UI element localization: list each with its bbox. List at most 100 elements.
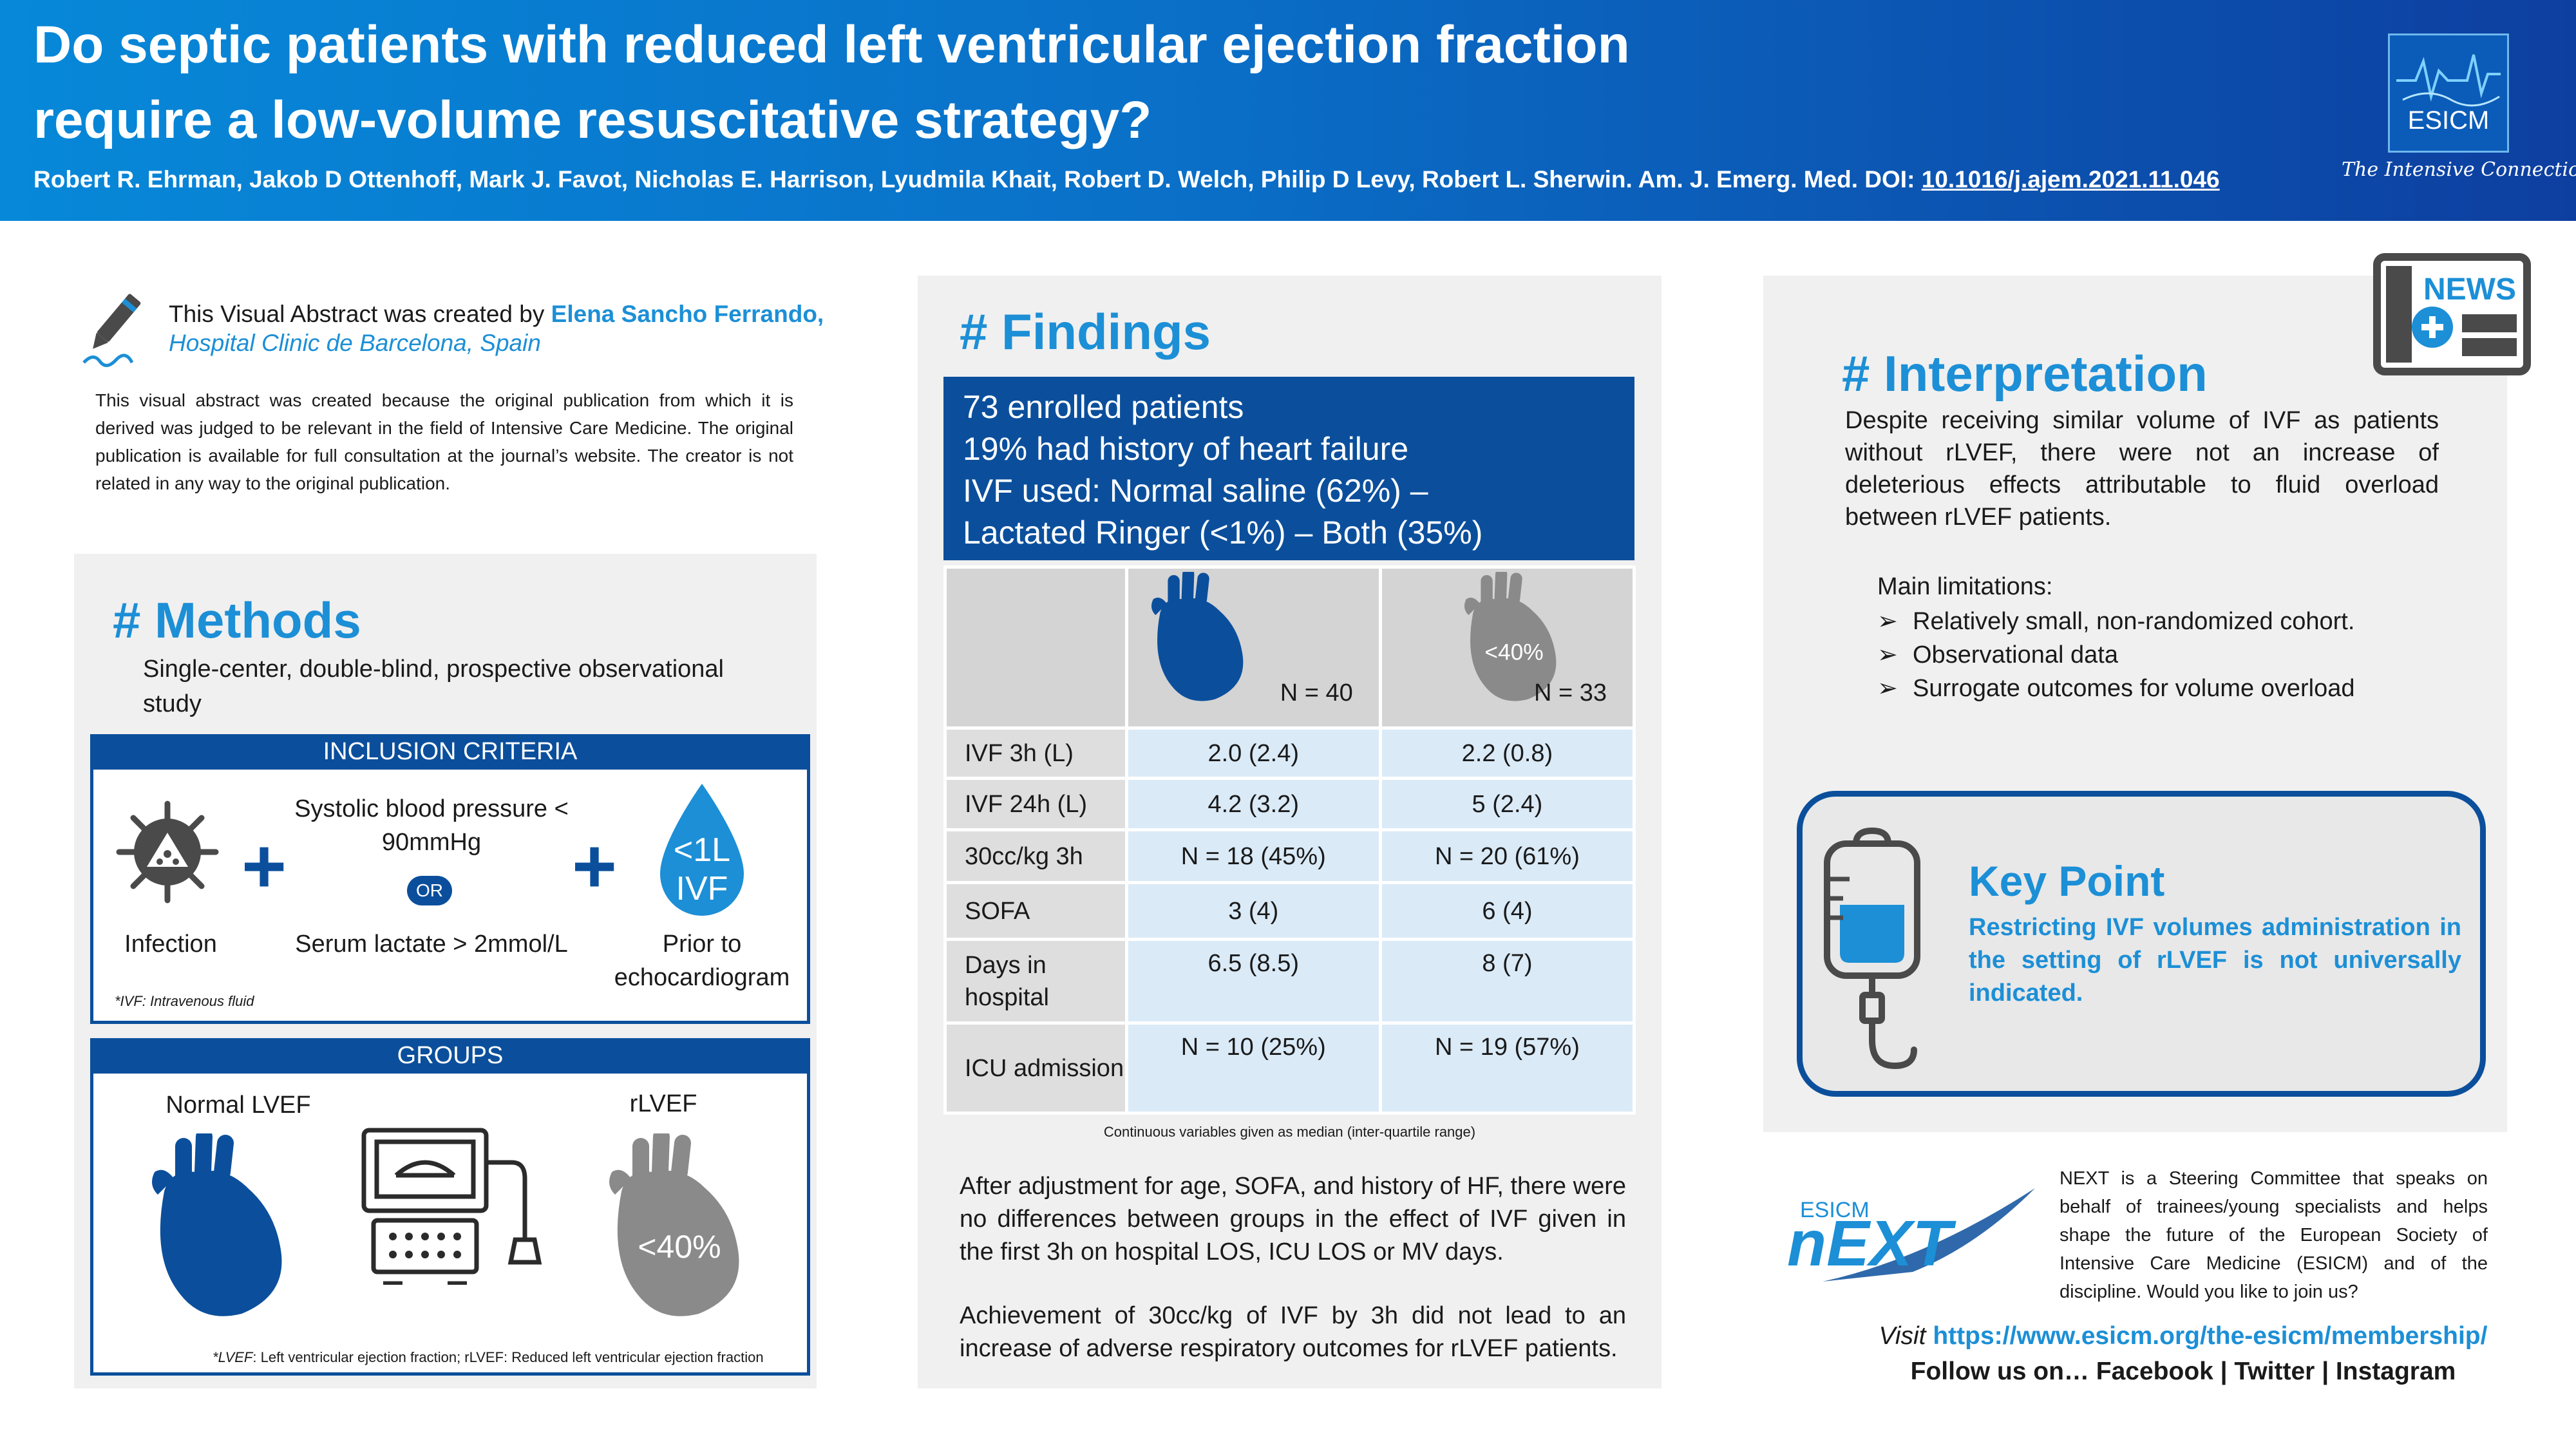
inclusion-footnote: *IVF: Intravenous fluid bbox=[115, 993, 254, 1009]
results-table: N = 40 <40% N = 33 IVF 3h (L) 2.0 (2.4) … bbox=[943, 565, 1636, 1115]
banner-line: 73 enrolled patients bbox=[963, 389, 1244, 425]
disclaimer-text: This visual abstract was created because… bbox=[95, 390, 793, 493]
reduced-value: 8 (7) bbox=[1378, 938, 1636, 1025]
next-logo-big: nEXT bbox=[1787, 1208, 1956, 1280]
normal-n: N = 40 bbox=[1280, 679, 1353, 706]
row-label: IVF 24h (L) bbox=[943, 777, 1128, 831]
footnote-text: : Left ventricular ejection fraction; rL… bbox=[252, 1349, 764, 1365]
limitation-bullet: ➢ bbox=[1877, 675, 1898, 702]
findings-banner: 73 enrolled patients 19% had history of … bbox=[943, 377, 1634, 560]
interpretation-title: # Interpretation bbox=[1842, 345, 2208, 402]
visit-prefix: Visit bbox=[1879, 1322, 1933, 1350]
limitation-bullet: ➢ bbox=[1877, 641, 1898, 668]
page-title-line1: Do septic patients with reduced left ven… bbox=[33, 15, 1630, 74]
table-row: ICU admission N = 10 (25%) N = 19 (57%) bbox=[943, 1021, 1636, 1115]
doi-link[interactable]: 10.1016/j.ajem.2021.11.046 bbox=[1921, 166, 2220, 193]
findings-title: # Findings bbox=[960, 303, 1211, 360]
normal-value: 3 (4) bbox=[1124, 881, 1382, 941]
key-point-text: Restricting IVF volumes administration i… bbox=[1969, 914, 2461, 1007]
table-header-row: N = 40 <40% N = 33 bbox=[943, 565, 1636, 730]
reduced-value: N = 19 (57%) bbox=[1378, 1021, 1636, 1115]
reduced-heart-text: <40% bbox=[1484, 639, 1543, 665]
interpretation-text: Despite receiving similar volume of IVF … bbox=[1845, 407, 2439, 531]
findings-paragraph: After adjustment for age, SOFA, and hist… bbox=[960, 1173, 1626, 1265]
page-title-line2: require a low-volume resuscitative strat… bbox=[33, 91, 1152, 149]
normal-lvef-label: Normal LVEF bbox=[166, 1092, 311, 1119]
inclusion-header: INCLUSION CRITERIA bbox=[90, 734, 810, 770]
normal-value: 6.5 (8.5) bbox=[1124, 938, 1382, 1025]
reduced-value: 6 (4) bbox=[1378, 881, 1636, 941]
social-follow: Follow us on… Facebook | Twitter | Insta… bbox=[1910, 1358, 2456, 1385]
header-banner: Do septic patients with reduced left ven… bbox=[0, 0, 2576, 221]
table-row: Days in hospital 6.5 (8.5) 8 (7) bbox=[943, 938, 1636, 1025]
esicm-tagline: The Intensive Connection bbox=[2342, 158, 2576, 181]
banner-line: Lactated Ringer (<1%) – Both (35%) bbox=[963, 515, 1483, 551]
groups-header: GROUPS bbox=[90, 1038, 810, 1074]
limitations-title: Main limitations: bbox=[1877, 573, 2053, 600]
key-point-title: Key Point bbox=[1969, 857, 2165, 905]
limitation-item: ➢ Surrogate outcomes for volume overload bbox=[1877, 674, 2354, 703]
reduced-value: 5 (2.4) bbox=[1378, 777, 1636, 831]
normal-value: N = 10 (25%) bbox=[1124, 1021, 1382, 1115]
findings-paragraph: Achievement of 30cc/kg of IVF by 3h did … bbox=[960, 1302, 1626, 1362]
rlvef-label: rLVEF bbox=[629, 1090, 697, 1117]
next-logo-small: ESICM bbox=[1800, 1198, 1870, 1222]
normal-group-header: N = 40 bbox=[1124, 565, 1382, 730]
groups-footnote: *LVEF: Left ventricular ejection fractio… bbox=[213, 1349, 764, 1365]
authors-text: Robert R. Ehrman, Jakob D Ottenhoff, Mar… bbox=[33, 166, 1922, 193]
reduced-value: N = 20 (61%) bbox=[1378, 828, 1636, 884]
authors-citation: Robert R. Ehrman, Jakob D Ottenhoff, Mar… bbox=[33, 166, 2220, 193]
heart-icon bbox=[1151, 572, 1244, 701]
drop-text-line2: IVF bbox=[676, 870, 728, 907]
reduced-heart-icon: <40% bbox=[1464, 572, 1557, 701]
table-corner-cell bbox=[943, 565, 1128, 730]
table-note: Continuous variables given as median (in… bbox=[1103, 1124, 1476, 1140]
plus-icon: + bbox=[242, 823, 287, 909]
plus-icon: + bbox=[572, 823, 618, 909]
heart-icon bbox=[145, 1128, 299, 1323]
fluid-drop-icon: <1L IVF bbox=[654, 781, 750, 922]
reduced-group-header: <40% N = 33 bbox=[1378, 565, 1636, 730]
methods-description: Single-center, double-blind, prospective… bbox=[143, 656, 724, 717]
limitation-text: Observational data bbox=[1913, 641, 2118, 668]
membership-link[interactable]: https://www.esicm.org/the-esicm/membersh… bbox=[1933, 1322, 2488, 1350]
normal-value: 2.0 (2.4) bbox=[1124, 726, 1382, 780]
limitation-item: ➢ Observational data bbox=[1877, 640, 2118, 669]
banner-line: IVF used: Normal saline (62%) – bbox=[963, 473, 1428, 509]
limitation-bullet: ➢ bbox=[1877, 608, 1898, 635]
reduced-heart-icon: <40% bbox=[602, 1128, 757, 1323]
limitation-item: ➢ Relatively small, non-randomized cohort… bbox=[1877, 607, 2354, 636]
esicm-next-logo: ESICM nEXT bbox=[1784, 1169, 2041, 1301]
echocardiograph-icon bbox=[357, 1124, 551, 1288]
reduced-n: N = 33 bbox=[1533, 679, 1607, 706]
news-label: NEWS bbox=[2423, 272, 2516, 307]
creator-line: This Visual Abstract was created by Elen… bbox=[169, 298, 824, 331]
row-label: Days in hospital bbox=[943, 938, 1128, 1025]
table-row: 30cc/kg 3h N = 18 (45%) N = 20 (61%) bbox=[943, 828, 1636, 884]
newspaper-icon: NEWS bbox=[2373, 253, 2531, 379]
normal-value: 4.2 (3.2) bbox=[1124, 777, 1382, 831]
virus-icon bbox=[116, 797, 219, 913]
infection-label: Infection bbox=[124, 931, 217, 958]
pencil-icon bbox=[80, 293, 145, 372]
limitation-text: Relatively small, non-randomized cohort. bbox=[1913, 608, 2355, 635]
esicm-logo: ESICM bbox=[2388, 33, 2509, 153]
or-badge: OR bbox=[407, 876, 452, 905]
table-row: IVF 3h (L) 2.0 (2.4) 2.2 (0.8) bbox=[943, 726, 1636, 780]
reduced-value: 2.2 (0.8) bbox=[1378, 726, 1636, 780]
table-row: IVF 24h (L) 4.2 (3.2) 5 (2.4) bbox=[943, 777, 1636, 831]
next-description: NEXT is a Steering Committee that speaks… bbox=[2060, 1168, 2488, 1302]
limitation-text: Surrogate outcomes for volume overload bbox=[1913, 675, 2355, 702]
drop-text-line1: <1L bbox=[674, 831, 730, 869]
iv-bag-icon bbox=[1817, 827, 1927, 1075]
creator-institution: Hospital Clinic de Barcelona, Spain bbox=[169, 330, 541, 356]
footnote-abbr: LVEF bbox=[218, 1349, 253, 1365]
esicm-logo-text: ESICM bbox=[2408, 106, 2490, 135]
table-row: SOFA 3 (4) 6 (4) bbox=[943, 881, 1636, 941]
methods-title: # Methods bbox=[113, 592, 361, 649]
row-label: IVF 3h (L) bbox=[943, 726, 1128, 780]
row-label: ICU admission bbox=[943, 1021, 1128, 1115]
lactate-label: Serum lactate > 2mmol/L bbox=[295, 931, 568, 958]
key-point-box bbox=[1797, 791, 2486, 1097]
sbp-label: Systolic blood pressure < 90mmHg bbox=[294, 795, 569, 856]
